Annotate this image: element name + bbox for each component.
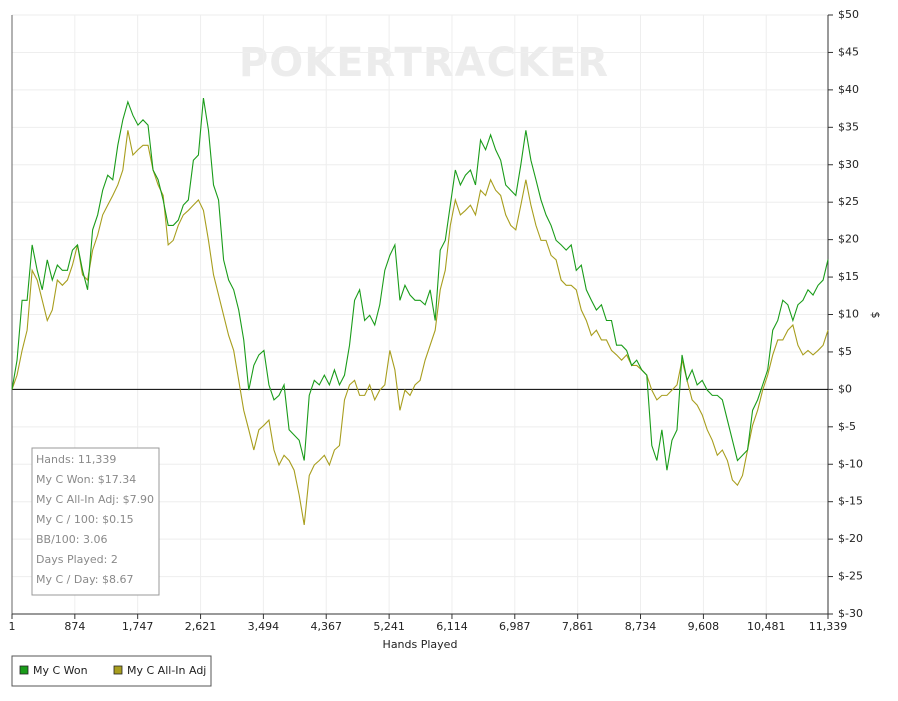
y-tick-label: $40 (838, 83, 859, 96)
y-tick-label: $-25 (838, 570, 863, 583)
x-tick-label: 1 (9, 620, 16, 633)
x-tick-label: 9,608 (688, 620, 720, 633)
x-tick-label: 5,241 (373, 620, 405, 633)
y-tick-label: $5 (838, 345, 852, 358)
watermark: POKERTRACKER (239, 40, 609, 86)
x-tick-label: 10,481 (747, 620, 786, 633)
y-tick-label: $-10 (838, 457, 863, 470)
x-tick-label: 3,494 (248, 620, 280, 633)
x-tick-label: 7,861 (562, 620, 594, 633)
x-tick-label: 1,747 (122, 620, 154, 633)
legend-label: My C All-In Adj (127, 664, 206, 677)
legend-label: My C Won (33, 664, 88, 677)
legend-box (11, 655, 212, 687)
x-tick-label: 6,987 (499, 620, 531, 633)
legend-swatch (113, 665, 123, 675)
x-tick-label: 874 (64, 620, 85, 633)
y-tick-label: $-15 (838, 495, 863, 508)
stat-text: Days Played: 2 (36, 553, 118, 566)
x-tick-label: 6,114 (436, 620, 468, 633)
y-tick-label: $-5 (838, 420, 856, 433)
y-tick-label: $-20 (838, 532, 863, 545)
y-tick-label: $30 (838, 158, 859, 171)
y-tick-label: $45 (838, 45, 859, 58)
series-line (11, 130, 829, 525)
y-tick-label: $15 (838, 270, 859, 283)
y-tick-label: $0 (838, 382, 852, 395)
stats-box (31, 447, 160, 596)
x-tick-label: 8,734 (625, 620, 657, 633)
y-tick-label: $50 (838, 8, 859, 21)
x-tick-label: 11,339 (809, 620, 848, 633)
stat-text: Hands: 11,339 (36, 453, 116, 466)
stat-text: My C / 100: $0.15 (36, 513, 134, 526)
x-axis-label: Hands Played (383, 638, 458, 651)
y-tick-label: $25 (838, 195, 859, 208)
series-line (11, 98, 829, 471)
y-tick-label: $10 (838, 308, 859, 321)
x-tick-label: 2,621 (185, 620, 217, 633)
y-tick-label: $-30 (838, 607, 863, 620)
legend-swatch (19, 665, 29, 675)
y-axis-label: $ (869, 312, 882, 319)
stat-text: BB/100: 3.06 (36, 533, 108, 546)
stat-text: My C / Day: $8.67 (36, 573, 134, 586)
y-tick-label: $20 (838, 233, 859, 246)
stat-text: My C All-In Adj: $7.90 (36, 493, 154, 506)
x-tick-label: 4,367 (310, 620, 342, 633)
stat-text: My C Won: $17.34 (36, 473, 136, 486)
y-tick-label: $35 (838, 120, 859, 133)
